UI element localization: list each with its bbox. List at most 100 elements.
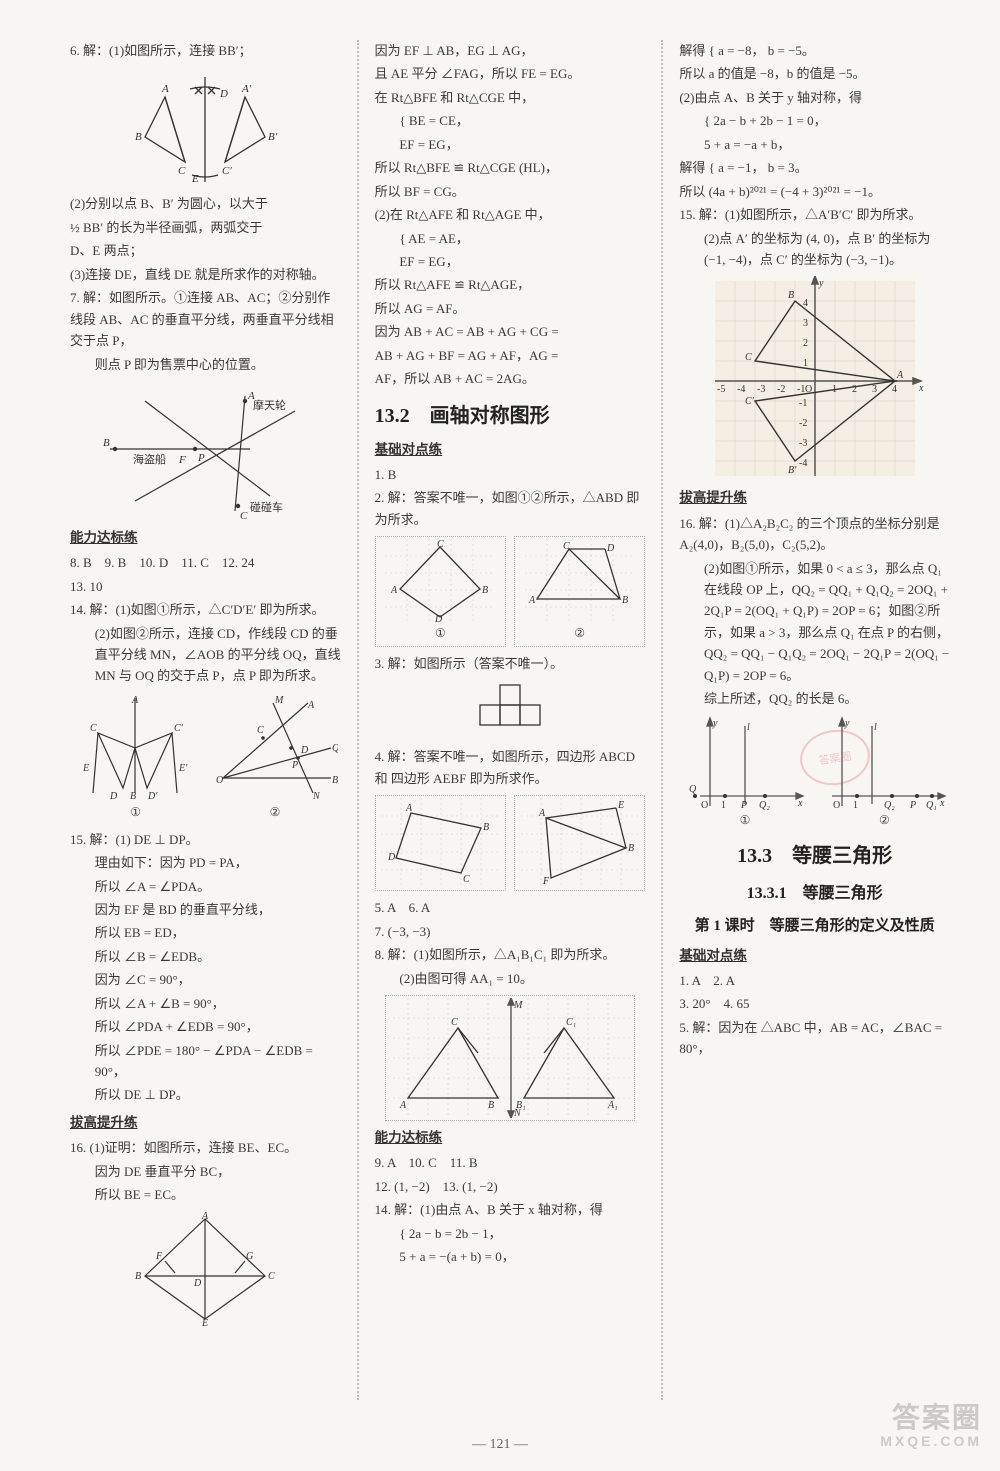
svg-text:C: C (745, 352, 752, 363)
c2-l0: 因为 EF ⊥ AB，EG ⊥ AG， (375, 40, 646, 61)
svg-text:B: B (482, 585, 488, 596)
c2-l13: AB + AG + BF = AG + AF，AG = (375, 345, 646, 366)
c2-q8-1: 8. 解：(1)如图所示，△A₁B₁C₁ 即为所求。 (375, 944, 646, 965)
svg-text:A₁: A₁ (607, 1100, 618, 1111)
svg-text:B: B (483, 822, 489, 833)
c2-fig2: CABD ① CDAB ② (375, 536, 646, 647)
column-1: 6. 解：(1)如图所示，连接 BB′； AA′ BB′ CC′ (70, 40, 341, 1400)
svg-text:B: B (788, 290, 794, 301)
c2-l12: 因为 AB + AC = AB + AG + CG = (375, 321, 646, 342)
svg-text:B: B (103, 437, 110, 449)
svg-text:B₁: B₁ (516, 1100, 526, 1111)
svg-text:-1: -1 (797, 384, 805, 395)
c2-q14-1: 14. 解：(1)由点 A、B 关于 x 轴对称，得 (375, 1199, 646, 1220)
watermark: 答案圈 MXQE.COM (880, 1403, 982, 1449)
c1-q6-2c: D、E 两点； (70, 240, 341, 261)
c3-fig16-s1: ① (679, 811, 810, 831)
svg-text:C: C (563, 541, 570, 552)
svg-text:碰碰车: 碰碰车 (250, 500, 283, 514)
c2-l1: 且 AE 平分 ∠FAG，所以 FE = EG。 (375, 63, 646, 84)
svg-text:O: O (701, 800, 708, 811)
svg-text:2: 2 (852, 384, 857, 395)
svg-text:A: A (538, 808, 546, 819)
svg-text:A: A (161, 83, 169, 95)
svg-text:C′: C′ (222, 165, 232, 177)
c2-q2: 2. 解：答案不唯一，如图①②所示，△ABD 即为所求。 (375, 487, 646, 530)
svg-text:C: C (463, 874, 470, 885)
svg-text:Q₁: Q₁ (926, 800, 937, 811)
svg-text:1: 1 (853, 800, 858, 811)
c1-q15-head: 15. 解：(1) DE ⊥ DP。 (70, 829, 341, 850)
svg-text:O: O (833, 800, 840, 811)
c2-q8-2: (2)由图可得 AA₁ = 10。 (375, 968, 646, 989)
svg-text:B′: B′ (268, 131, 278, 143)
c1-fig7: A摩天轮 B 海盗船 F P C碰碰车 (70, 381, 341, 521)
c3-practice2: 基础对点练 (679, 945, 950, 967)
c3-fig16: ylx QO1Q₂ P ① (679, 716, 950, 831)
svg-text:-2: -2 (777, 384, 785, 395)
section-13-3: 13.3 等腰三角形 (679, 840, 950, 873)
c2-fig2-s1: ① (378, 624, 503, 644)
svg-text:Q₂: Q₂ (759, 800, 770, 811)
c2-l9: EF = EG， (375, 251, 646, 272)
c2-q3: 3. 解：如图所示（答案不唯一）。 (375, 653, 646, 674)
svg-text:C: C (257, 725, 264, 736)
svg-text:2: 2 (803, 338, 808, 349)
watermark-main: 答案圈 (892, 1402, 982, 1433)
svg-text:C′: C′ (174, 723, 184, 734)
svg-text:-1: -1 (799, 398, 807, 409)
column-3: 解得 { a = −8， b = −5。 所以 a 的值是 −8，b 的值是 −… (679, 40, 950, 1400)
svg-text:B: B (622, 595, 628, 606)
svg-text:-2: -2 (799, 418, 807, 429)
c1-q15-l2: 因为 EF 是 BD 的垂直平分线， (70, 899, 341, 920)
c3-q15-1: 15. 解：(1)如图所示，△A′B′C′ 即为所求。 (679, 204, 950, 225)
svg-text:1: 1 (721, 800, 726, 811)
svg-text:C: C (451, 1017, 458, 1028)
c2-l8: { AE = AE， (375, 228, 646, 249)
svg-text:x: x (939, 798, 945, 809)
c2-fig4: ABCD AEBF (375, 795, 646, 891)
page-number: — 121 — (0, 1437, 1000, 1453)
c1-q15-l6: 所以 ∠A + ∠B = 90°， (70, 993, 341, 1014)
svg-text:D: D (109, 791, 118, 802)
svg-text:Q: Q (689, 784, 697, 795)
c2-l7: (2)在 Rt△AFE 和 Rt△AGE 中， (375, 204, 646, 225)
c1-fig6: AA′ BB′ CC′ DE (70, 67, 341, 187)
c1-q15-l3: 所以 EB = ED， (70, 922, 341, 943)
c2-practice2: 能力达标练 (375, 1127, 646, 1149)
svg-text:1: 1 (803, 358, 808, 369)
svg-text:D: D (219, 88, 228, 100)
svg-text:海盗船: 海盗船 (133, 452, 166, 466)
c3-sys2b: 5 + a = −a + b， (679, 134, 950, 155)
svg-text:A: A (528, 595, 536, 606)
svg-text:B: B (628, 843, 634, 854)
column-2: 因为 EF ⊥ AB，EG ⊥ AG， 且 AE 平分 ∠FAG，所以 FE =… (375, 40, 646, 1400)
c2-l4: EF = EG， (375, 134, 646, 155)
svg-text:N: N (312, 791, 321, 802)
c2-l14: AF，所以 AB + AC = 2AG。 (375, 368, 646, 389)
svg-text:-3: -3 (757, 384, 765, 395)
svg-text:A: A (399, 1100, 407, 1111)
lesson-head: 第 1 课时 等腰三角形的定义及性质 (679, 914, 950, 939)
svg-text:Q₂: Q₂ (884, 800, 895, 811)
c1-q15-l0: 理由如下：因为 PD = PA， (70, 852, 341, 873)
c1-fig16: ABC DE FG (70, 1211, 341, 1326)
svg-text:M: M (513, 1000, 523, 1011)
svg-text:C′: C′ (745, 396, 755, 407)
c3-q16-1: 16. 解：(1)△A₂B₂C₂ 的三个顶点的坐标分别是 A₂(4,0)，B₂(… (679, 513, 950, 556)
svg-text:-5: -5 (717, 384, 725, 395)
c1-q16-2: 因为 DE 垂直平分 BC， (70, 1161, 341, 1182)
svg-text:A: A (201, 1211, 209, 1222)
svg-text:D: D (300, 745, 309, 756)
svg-text:B: B (135, 131, 142, 143)
c2-ans5-7: 5. A 6. A (375, 897, 646, 918)
svg-text:3: 3 (872, 384, 877, 395)
svg-text:M: M (274, 695, 284, 706)
c3-solve2b: 所以 (4a + b)²⁰²¹ = (−4 + 3)²⁰²¹ = −1。 (679, 181, 950, 202)
svg-text:D: D (606, 543, 615, 554)
svg-text:D: D (434, 614, 443, 624)
svg-text:P: P (197, 452, 205, 464)
svg-text:1: 1 (832, 384, 837, 395)
svg-text:C₁: C₁ (566, 1017, 576, 1028)
c2-l5: 所以 Rt△BFE ≌ Rt△CGE (HL)， (375, 157, 646, 178)
